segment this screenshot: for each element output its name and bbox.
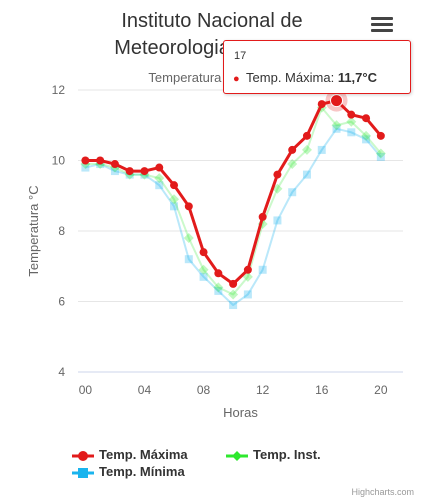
data-point (214, 269, 223, 278)
tooltip: 17 ● Temp. Máxima: 11,7°C (223, 40, 411, 94)
data-point (228, 289, 239, 300)
data-point (155, 163, 164, 172)
y-tick-label: 4 (58, 365, 65, 379)
data-point (96, 156, 105, 165)
legend-item-temp-minima[interactable]: Temp. Mínima (72, 464, 185, 479)
data-point (199, 248, 208, 257)
credits: Highcharts.com (351, 487, 414, 497)
chart-title-line-1: Instituto Nacional de (121, 10, 303, 32)
hover-point (330, 94, 344, 108)
data-point (376, 131, 385, 140)
hamburger-icon-bar (371, 17, 393, 20)
data-point (376, 152, 385, 161)
series-line (85, 106, 382, 296)
data-point (242, 271, 253, 282)
y-tick-label: 6 (58, 295, 65, 309)
series-temp-maxima (81, 89, 385, 288)
data-point (375, 148, 386, 159)
data-point (331, 120, 342, 131)
legend-label-temp-inst: Temp. Inst. (253, 447, 321, 462)
data-point (184, 255, 193, 264)
data-point (243, 290, 252, 299)
data-point (198, 264, 209, 275)
data-point (170, 202, 179, 211)
data-point (81, 156, 90, 165)
data-point (229, 301, 238, 310)
data-point (302, 170, 311, 179)
tooltip-line: ● Temp. Máxima: 11,7°C (233, 70, 377, 85)
legend-marker-circle-icon (72, 450, 94, 461)
y-tick-label: 8 (58, 224, 65, 238)
y-axis-title: Temperatura °C (26, 185, 41, 276)
legend-label-temp-minima: Temp. Mínima (99, 464, 185, 479)
data-point (213, 282, 224, 293)
data-point (346, 116, 357, 127)
menu-button[interactable] (368, 14, 396, 40)
y-tick-label: 12 (52, 83, 66, 97)
x-tick-label: 08 (197, 383, 211, 397)
data-point (125, 167, 134, 176)
data-point (288, 188, 297, 197)
data-point (258, 265, 267, 274)
data-point (229, 279, 238, 288)
data-point (332, 124, 341, 133)
x-tick-label: 12 (256, 383, 270, 397)
x-tick-label: 16 (315, 383, 329, 397)
tooltip-colon: : (330, 70, 338, 85)
data-point (169, 194, 180, 205)
data-point (288, 145, 297, 154)
data-point (317, 145, 326, 154)
data-point (110, 167, 119, 176)
tooltip-value: 11,7°C (337, 70, 377, 85)
data-point (243, 265, 252, 274)
data-point (81, 163, 90, 172)
legend-marker-square-icon (72, 467, 94, 478)
data-point (170, 181, 179, 190)
tooltip-dot-icon: ● (233, 73, 240, 85)
tooltip-x-value: 17 (234, 50, 247, 62)
data-point (183, 233, 194, 244)
data-point (140, 167, 149, 176)
data-point (362, 135, 371, 144)
x-tick-label: 00 (79, 383, 93, 397)
hamburger-icon-bar (371, 29, 393, 32)
legend-item-temp-inst[interactable]: Temp. Inst. (226, 447, 321, 462)
data-point (273, 170, 282, 179)
data-point (155, 181, 164, 190)
axis-labels: 4 6 8 10 12 00 04 08 12 16 20 Horas Temperatura °C (26, 83, 388, 420)
legend-label-temp-maxima: Temp. Máxima (99, 447, 188, 462)
data-point (287, 159, 298, 170)
x-tick-label: 04 (138, 383, 152, 397)
data-point (347, 110, 356, 119)
data-point (362, 114, 371, 123)
legend-item-temp-maxima[interactable]: Temp. Máxima (72, 447, 188, 462)
tooltip-series-name: Temp. Máxima (246, 70, 331, 85)
hamburger-icon-bar (371, 23, 393, 26)
data-point (317, 100, 326, 109)
data-point (154, 173, 165, 184)
data-point (214, 286, 223, 295)
series-line (85, 127, 382, 307)
data-point (199, 272, 208, 281)
legend-marker-diamond-icon (226, 450, 248, 461)
data-point (258, 212, 267, 221)
data-point (302, 131, 311, 140)
data-point (301, 144, 312, 155)
data-point (273, 216, 282, 225)
y-tick-label: 10 (52, 154, 66, 168)
data-point (110, 160, 119, 169)
data-point (361, 130, 372, 141)
data-point (184, 202, 193, 211)
data-point (347, 128, 356, 137)
x-tick-label: 20 (374, 383, 388, 397)
x-axis-title: Horas (223, 405, 258, 420)
